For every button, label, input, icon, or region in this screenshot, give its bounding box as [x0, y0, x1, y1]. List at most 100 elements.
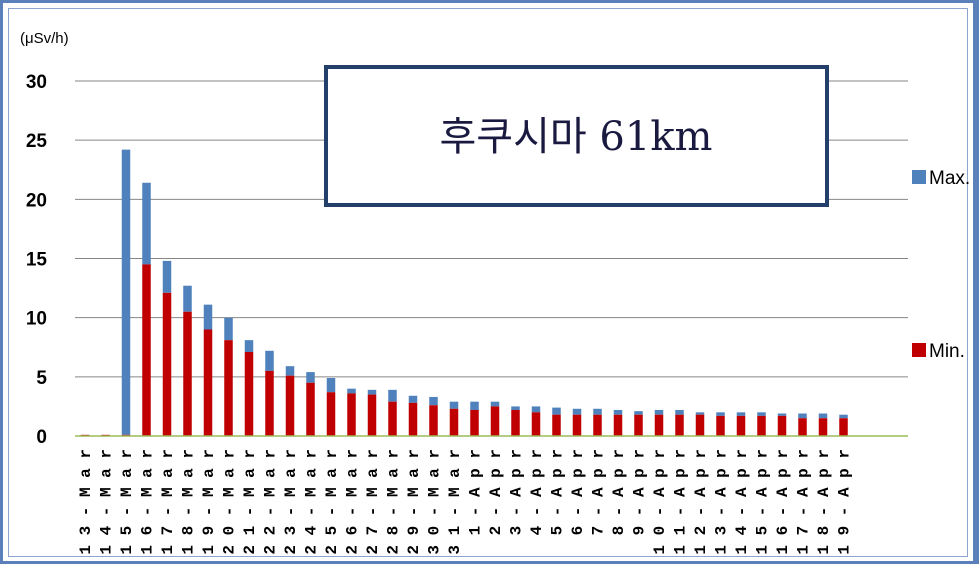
bar-max — [552, 407, 561, 415]
legend-label: Max. — [929, 168, 970, 189]
y-tick-label: 30 — [26, 72, 47, 93]
x-tick-label: 1 1 - A p r — [672, 449, 690, 555]
x-tick-label: 2 1 - M a r — [241, 449, 259, 555]
y-tick-label: 25 — [26, 131, 48, 152]
y-tick-label: 0 — [36, 427, 47, 448]
bar-max — [654, 409, 664, 415]
bar-min — [654, 414, 664, 436]
x-tick-label: 8 - A p r — [610, 449, 628, 535]
x-tick-label: 2 4 - M a r — [303, 449, 321, 555]
bar-max — [634, 411, 643, 415]
y-axis-ticks: 0 5 10 15 20 25 30 — [26, 72, 48, 448]
y-tick-label: 15 — [26, 250, 48, 271]
x-tick-label: 1 9 - A p r — [836, 449, 854, 555]
bar-max — [777, 413, 787, 416]
x-tick-label: 3 0 - M a r — [426, 449, 444, 555]
bar-min — [408, 402, 418, 436]
bar-min — [716, 415, 725, 436]
bar-max — [593, 408, 602, 415]
bar-min — [552, 414, 561, 436]
bar-series — [80, 149, 848, 436]
x-tick-label: 2 3 - M a r — [282, 449, 300, 555]
y-unit-label: (μSv/h) — [20, 30, 69, 47]
x-tick-label: 1 - A p r — [467, 449, 485, 535]
bar-max — [470, 401, 479, 410]
bar-max — [183, 285, 192, 312]
x-tick-label: 2 7 - M a r — [364, 449, 382, 555]
x-tick-label: 1 8 - A p r — [815, 449, 833, 555]
x-tick-label: 2 5 - M a r — [323, 449, 341, 555]
bar-max — [716, 412, 725, 416]
x-tick-label: 5 - A p r — [549, 449, 567, 535]
x-tick-label: 2 2 - M a r — [262, 449, 280, 555]
bar-max — [142, 182, 151, 265]
x-tick-label: 2 9 - M a r — [405, 449, 423, 555]
bar-min — [224, 340, 233, 436]
bar-min — [613, 414, 623, 436]
bar-min — [593, 414, 602, 436]
bar-max — [306, 372, 315, 383]
bar-min — [306, 382, 315, 436]
annotation-text: 후쿠시마 61km — [440, 114, 713, 160]
bar-max — [347, 388, 356, 394]
bar-min — [572, 414, 582, 436]
legend-label: Min. — [929, 341, 965, 362]
annotation-border — [324, 65, 829, 207]
bar-min — [347, 393, 356, 436]
bar-max — [388, 389, 397, 402]
bar-min — [490, 406, 500, 436]
bar-max — [367, 389, 377, 395]
y-tick-label: 20 — [26, 190, 47, 211]
y-tick-label: 10 — [26, 309, 47, 330]
bar-min — [203, 329, 213, 436]
bar-min — [634, 414, 643, 436]
bar-max — [449, 401, 459, 409]
x-tick-label: 1 4 - A p r — [733, 449, 751, 555]
bar-max — [613, 409, 623, 415]
bar-min — [818, 418, 828, 436]
x-tick-label: 1 6 - A p r — [774, 449, 792, 555]
bar-min — [142, 264, 151, 436]
x-tick-label: 1 9 - M a r — [200, 449, 218, 555]
bar-max — [490, 401, 500, 407]
x-tick-label: 1 3 - A p r — [713, 449, 731, 555]
bar-min — [326, 392, 336, 436]
bar-max — [839, 414, 848, 419]
bar-min — [265, 370, 274, 436]
x-tick-label: 1 5 - M a r — [118, 449, 136, 555]
bar-min — [839, 418, 848, 436]
bar-max — [203, 304, 213, 330]
bar-min — [695, 414, 705, 436]
bar-max — [511, 406, 520, 410]
bar-min — [285, 375, 295, 436]
bar-min — [183, 311, 192, 436]
bar-max — [531, 406, 541, 413]
bar-max — [121, 149, 131, 435]
bar-max — [285, 366, 295, 376]
bar-max — [572, 408, 582, 415]
x-tick-label: 2 8 - M a r — [385, 449, 403, 555]
bar-min — [367, 394, 377, 436]
x-tick-label: 1 7 - A p r — [795, 449, 813, 555]
bar-max — [408, 395, 418, 403]
bar-max — [695, 412, 705, 415]
x-tick-label: 1 0 - A p r — [651, 449, 669, 555]
legend-swatch — [912, 170, 926, 184]
bar-min — [531, 412, 541, 436]
bar-min — [162, 292, 172, 436]
x-tick-label: 3 1 - M a r — [446, 449, 464, 555]
bar-max — [326, 378, 336, 393]
x-tick-label: 2 0 - M a r — [221, 449, 239, 555]
chart-frame-inner — [8, 8, 968, 557]
legend-swatch — [912, 343, 926, 357]
bar-min — [798, 418, 807, 436]
bar-max — [798, 413, 807, 419]
x-tick-label: 6 - A p r — [569, 449, 587, 535]
x-tick-label: 1 8 - M a r — [180, 449, 198, 555]
legend: Max. Min. — [912, 168, 970, 362]
bar-min — [777, 415, 787, 436]
bar-min — [429, 405, 438, 436]
x-tick-label: 3 - A p r — [508, 449, 526, 535]
